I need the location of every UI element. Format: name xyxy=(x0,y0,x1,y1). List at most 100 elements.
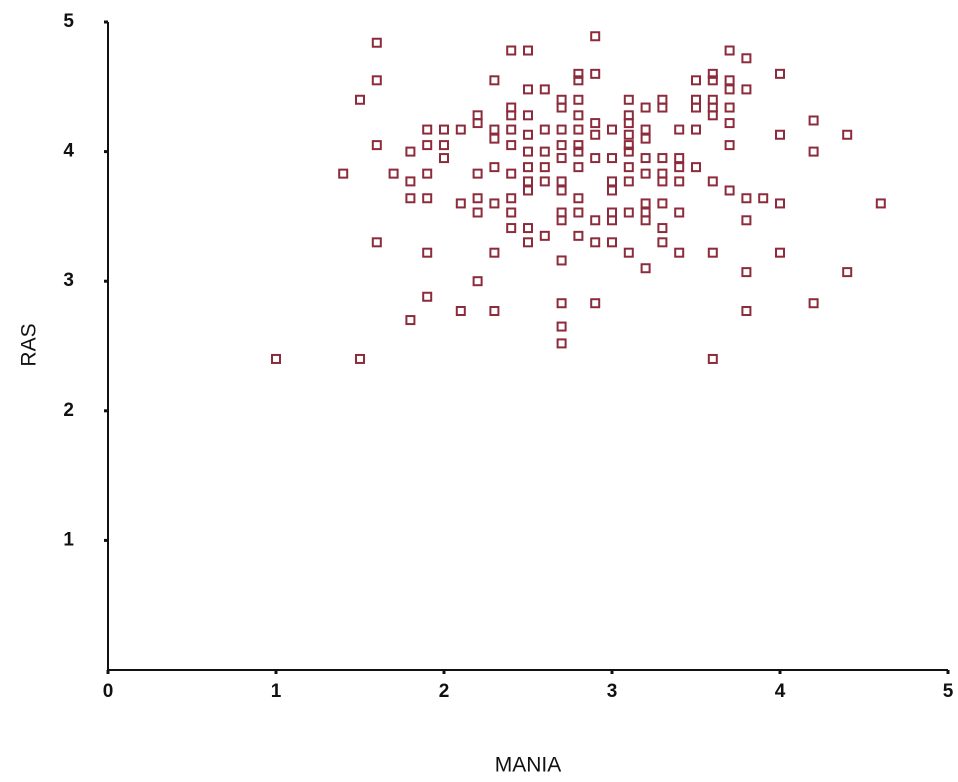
point xyxy=(506,207,517,218)
point xyxy=(674,124,685,135)
point xyxy=(775,247,785,258)
point xyxy=(405,176,416,187)
point xyxy=(640,263,651,274)
point xyxy=(623,207,634,218)
point xyxy=(640,215,651,226)
point xyxy=(573,207,584,218)
point xyxy=(691,102,701,113)
point xyxy=(422,193,433,204)
point xyxy=(607,153,617,164)
point xyxy=(455,306,466,317)
point xyxy=(657,223,668,234)
point xyxy=(707,110,718,121)
point xyxy=(691,162,701,173)
point xyxy=(691,75,701,86)
point xyxy=(539,84,550,95)
point xyxy=(422,140,433,151)
point xyxy=(556,215,567,226)
y-tick-label: 4 xyxy=(63,141,74,162)
point xyxy=(573,124,584,135)
point xyxy=(556,298,567,309)
point xyxy=(590,153,601,164)
point xyxy=(523,176,533,187)
point xyxy=(489,306,500,317)
point xyxy=(674,153,685,164)
point xyxy=(674,247,685,258)
point xyxy=(623,247,634,258)
point xyxy=(741,84,752,95)
point xyxy=(590,68,601,79)
point xyxy=(439,124,449,135)
point xyxy=(405,193,416,204)
point xyxy=(724,118,735,129)
point xyxy=(724,140,735,151)
point xyxy=(338,168,349,179)
point xyxy=(405,315,416,326)
point xyxy=(691,124,701,135)
point xyxy=(875,198,886,209)
x-tick-label: 1 xyxy=(271,681,282,702)
point xyxy=(523,84,533,95)
point xyxy=(640,102,651,113)
point xyxy=(472,276,483,287)
point xyxy=(472,193,483,204)
point xyxy=(506,223,517,234)
point xyxy=(640,168,651,179)
point xyxy=(623,176,634,187)
point xyxy=(472,118,483,129)
point xyxy=(741,306,752,317)
point xyxy=(556,140,567,151)
y-axis-title: RAS xyxy=(18,323,41,366)
point xyxy=(556,338,567,349)
point xyxy=(623,140,634,151)
point xyxy=(607,237,617,248)
point xyxy=(623,162,634,173)
point xyxy=(355,353,365,364)
point xyxy=(539,230,550,241)
point xyxy=(640,124,651,135)
point xyxy=(573,110,584,121)
point xyxy=(523,185,533,196)
point xyxy=(808,115,819,126)
point xyxy=(439,153,449,164)
point xyxy=(573,193,584,204)
point xyxy=(607,124,617,135)
point xyxy=(489,162,500,173)
point xyxy=(573,230,584,241)
point xyxy=(539,124,550,135)
point xyxy=(422,247,433,258)
point xyxy=(539,146,550,157)
point xyxy=(590,129,601,140)
x-tick-label: 0 xyxy=(103,681,114,702)
point xyxy=(506,124,517,135)
point xyxy=(355,94,365,105)
point xyxy=(707,247,718,258)
point xyxy=(623,146,634,157)
point xyxy=(371,237,382,248)
point xyxy=(523,110,533,121)
point xyxy=(556,255,567,266)
point xyxy=(623,129,634,140)
point xyxy=(707,353,718,364)
point xyxy=(607,176,617,187)
point xyxy=(741,53,752,64)
point xyxy=(775,68,785,79)
point xyxy=(741,215,752,226)
point xyxy=(506,110,517,121)
point xyxy=(590,215,601,226)
point xyxy=(506,168,517,179)
point xyxy=(539,176,550,187)
point xyxy=(422,291,433,302)
point xyxy=(590,118,601,129)
point xyxy=(573,162,584,173)
point xyxy=(590,298,601,309)
x-tick-label: 2 xyxy=(439,681,450,702)
point xyxy=(724,185,735,196)
point xyxy=(388,168,399,179)
point xyxy=(455,198,466,209)
point xyxy=(523,223,533,234)
point xyxy=(674,207,685,218)
point xyxy=(674,162,685,173)
point xyxy=(523,129,533,140)
